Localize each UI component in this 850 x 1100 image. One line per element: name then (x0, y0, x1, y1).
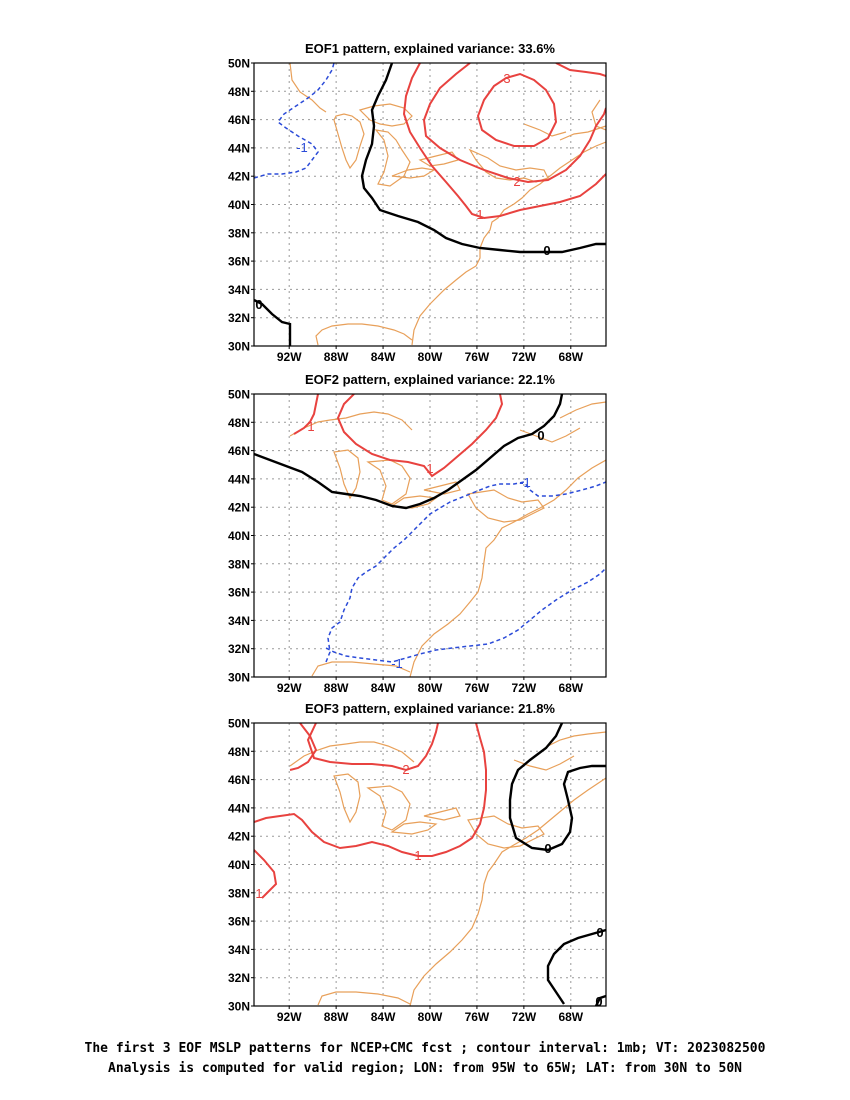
lat-tick-label: 32N (228, 971, 250, 985)
eof2-lat-ticks: 50N 48N 46N 44N 42N 40N 38N 36N 34N 32N 30N (228, 388, 254, 685)
lat-tick-label: 36N (228, 255, 250, 269)
eof3-panel: EOF3 pattern, explained variance: 21.8% (228, 701, 607, 1024)
lat-tick-label: 36N (228, 915, 250, 929)
lon-tick-label: 72W (512, 1010, 537, 1024)
lon-tick-label: 76W (465, 681, 490, 695)
lon-tick-label: 84W (371, 1010, 396, 1024)
eof1-grid (254, 63, 606, 346)
eof2-coastlines (289, 401, 606, 677)
eof2-label-pos1-b: 1 (426, 461, 433, 476)
lon-tick-label: 88W (324, 350, 349, 364)
lon-tick-label: 80W (418, 1010, 443, 1024)
lon-tick-label: 88W (324, 1010, 349, 1024)
lat-tick-label: 46N (228, 444, 250, 458)
lat-tick-label: 42N (228, 830, 250, 844)
lat-tick-label: 40N (228, 198, 250, 212)
eof1-label-zero-b: 0 (255, 297, 262, 312)
lat-tick-label: 50N (228, 57, 250, 71)
lat-tick-label: 44N (228, 141, 250, 155)
eof2-title: EOF2 pattern, explained variance: 22.1% (305, 372, 555, 387)
eof1-contours (254, 63, 606, 346)
lat-tick-label: 46N (228, 773, 250, 787)
eof3-label-zero-c: 0 (595, 994, 602, 1009)
eof2-contours (254, 394, 606, 663)
lat-tick-label: 30N (228, 671, 250, 685)
lat-tick-label: 34N (228, 614, 250, 628)
lat-tick-label: 42N (228, 170, 250, 184)
eof2-grid (254, 394, 606, 677)
lat-tick-label: 32N (228, 642, 250, 656)
lat-tick-label: 38N (228, 557, 250, 571)
lon-tick-label: 68W (558, 681, 583, 695)
lat-tick-label: 50N (228, 388, 250, 402)
eof1-label-zero-a: 0 (543, 243, 550, 258)
eof2-label-neg1-a: -1 (519, 475, 531, 490)
eof3-title: EOF3 pattern, explained variance: 21.8% (305, 701, 555, 716)
lon-tick-label: 92W (277, 681, 302, 695)
eof3-label-zero-a: 0 (544, 841, 551, 856)
lon-tick-label: 68W (558, 1010, 583, 1024)
lat-tick-label: 38N (228, 226, 250, 240)
eof3-label-pos2: 2 (402, 762, 409, 777)
lon-tick-label: 84W (371, 681, 396, 695)
lat-tick-label: 36N (228, 586, 250, 600)
lat-tick-label: 30N (228, 340, 250, 354)
lon-tick-label: 76W (465, 1010, 490, 1024)
eof-figure: EOF1 pattern, explained variance: 33.6% (228, 41, 607, 1024)
lat-tick-label: 38N (228, 886, 250, 900)
lon-tick-label: 84W (371, 350, 396, 364)
lat-tick-label: 50N (228, 717, 250, 731)
lat-tick-label: 30N (228, 1000, 250, 1014)
lon-tick-label: 92W (277, 350, 302, 364)
eof2-panel: EOF2 pattern, explained variance: 22.1% (228, 372, 607, 695)
eof3-lat-ticks: 50N 48N 46N 44N 42N 40N 38N 36N 34N 32N 30N (228, 717, 254, 1014)
lat-tick-label: 44N (228, 801, 250, 815)
eof2-label-neg1-b: -1 (391, 656, 403, 671)
eof1-lat-ticks: 50N 48N 46N 44N 42N 40N 38N 36N 34N 32N 30N (228, 57, 254, 354)
caption-line-2: Analysis is computed for valid region; L… (108, 1061, 742, 1076)
eof3-grid (254, 723, 606, 1006)
eof3-coastlines (289, 731, 606, 1006)
eof1-title: EOF1 pattern, explained variance: 33.6% (305, 41, 555, 56)
eof2-label-zero: 0 (537, 428, 544, 443)
eof2-label-pos1-a: 1 (307, 419, 314, 434)
eof1-panel: EOF1 pattern, explained variance: 33.6% (228, 41, 607, 364)
eof3-label-pos1-b: 1 (255, 886, 262, 901)
lon-tick-label: 72W (512, 681, 537, 695)
lon-tick-label: 72W (512, 350, 537, 364)
eof1-label-pos3: 3 (503, 71, 510, 86)
eof1-label-pos2: 2 (513, 174, 520, 189)
eof3-lon-ticks: 92W 88W 84W 80W 76W 72W 68W (277, 1006, 584, 1024)
eof3-contours (254, 723, 606, 1006)
lon-tick-label: 80W (418, 681, 443, 695)
lat-tick-label: 44N (228, 472, 250, 486)
lon-tick-label: 68W (558, 350, 583, 364)
lat-tick-label: 40N (228, 529, 250, 543)
lat-tick-label: 40N (228, 858, 250, 872)
lat-tick-label: 48N (228, 745, 250, 759)
lon-tick-label: 76W (465, 350, 490, 364)
lon-tick-label: 80W (418, 350, 443, 364)
lat-tick-label: 46N (228, 113, 250, 127)
eof2-lon-ticks: 92W 88W 84W 80W 76W 72W 68W (277, 677, 584, 695)
eof1-label-neg1: -1 (296, 140, 308, 155)
lat-tick-label: 32N (228, 311, 250, 325)
eof1-lon-ticks: 92W 88W 84W 80W 76W 72W 68W (277, 346, 584, 364)
lat-tick-label: 42N (228, 501, 250, 515)
eof1-label-pos1: 1 (476, 207, 483, 222)
lon-tick-label: 92W (277, 1010, 302, 1024)
caption-line-1: The first 3 EOF MSLP patterns for NCEP+C… (84, 1041, 766, 1056)
lat-tick-label: 48N (228, 416, 250, 430)
lat-tick-label: 48N (228, 85, 250, 99)
eof3-label-pos1-a: 1 (414, 848, 421, 863)
lat-tick-label: 34N (228, 283, 250, 297)
eof3-label-zero-b: 0 (596, 925, 603, 940)
lat-tick-label: 34N (228, 943, 250, 957)
lon-tick-label: 88W (324, 681, 349, 695)
